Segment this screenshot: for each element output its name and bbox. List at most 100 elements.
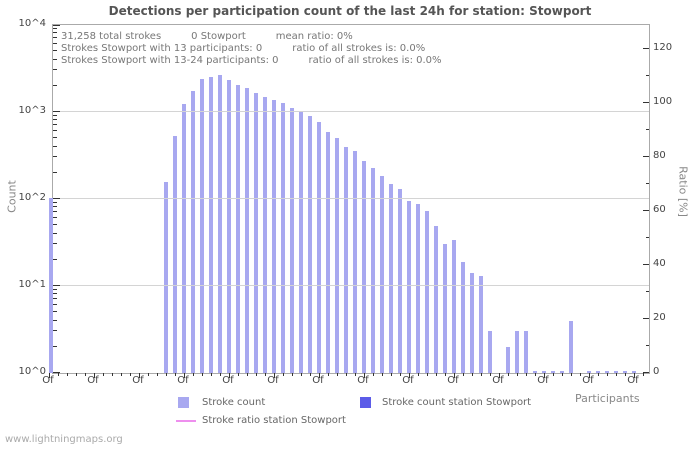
y-axis-tick-label: 10^4 <box>18 18 46 29</box>
stroke-count-bar <box>452 240 456 373</box>
x-axis-tick-label: Of <box>132 375 144 386</box>
y-axis-minor-tick <box>53 172 57 173</box>
stroke-count-bar <box>614 371 618 373</box>
stroke-count-bar <box>398 189 402 373</box>
x-axis-minor-tick <box>310 373 311 376</box>
x-axis-minor-tick <box>58 373 59 376</box>
x-axis-minor-tick <box>517 373 518 376</box>
y-axis-minor-tick <box>53 137 57 138</box>
x-axis-minor-tick <box>382 373 383 376</box>
stroke-count-bar <box>569 321 573 373</box>
plot-area: 31,258 total strokes 0 Stowport mean ratio… <box>49 24 650 378</box>
stroke-count-bar <box>515 331 519 373</box>
x-axis-major-tick <box>49 373 50 378</box>
y-axis-minor-tick <box>53 28 57 29</box>
y-axis-tick-label: 10^2 <box>18 192 46 203</box>
stroke-count-bar <box>281 103 285 373</box>
x-axis-minor-tick <box>445 373 446 376</box>
stroke-count-bar <box>380 176 384 373</box>
y-axis-minor-tick <box>53 298 57 299</box>
ratio-axis-tick <box>646 345 649 346</box>
y-axis-tick-label: 10^1 <box>18 279 46 290</box>
stroke-count-bar <box>425 211 429 373</box>
stroke-count-bar <box>524 331 528 373</box>
x-axis-tick-label: Of <box>312 375 324 386</box>
x-axis-tick-label: Of <box>267 375 279 386</box>
x-axis-minor-tick <box>562 373 563 376</box>
stroke-count-bar <box>317 122 321 373</box>
x-axis-tick-label: Of <box>42 375 54 386</box>
stroke-count-bar <box>218 75 222 373</box>
x-axis-minor-tick <box>67 373 68 376</box>
x-axis-minor-tick <box>463 373 464 376</box>
y-axis-major-tick <box>53 25 60 26</box>
annotation-line: 31,258 total strokes 0 Stowport mean ratio… <box>61 31 442 43</box>
x-axis-minor-tick <box>202 373 203 376</box>
x-axis-minor-tick <box>535 373 536 376</box>
x-axis-minor-tick <box>85 373 86 376</box>
y-axis-minor-tick <box>53 346 57 347</box>
stroke-count-bar <box>605 371 609 373</box>
stroke-count-bar <box>308 116 312 373</box>
y-axis-minor-tick <box>53 293 57 294</box>
stroke-count-bar <box>182 104 186 373</box>
annotation-segment: Strokes Stowport with 13 participants: 0 <box>61 43 263 54</box>
watermark-link[interactable]: www.lightningmaps.org <box>5 434 123 445</box>
y-axis-tick-label: 10^3 <box>18 105 46 116</box>
stroke-count-bar <box>209 77 213 373</box>
ratio-axis-tick <box>643 318 649 319</box>
x-axis-minor-tick <box>607 373 608 376</box>
x-axis-minor-tick <box>400 373 401 376</box>
y-axis-major-tick <box>53 372 60 373</box>
ratio-axis-tick-label: 120 <box>653 42 673 53</box>
stroke-count-bar <box>434 226 438 373</box>
annotation-segment: ratio of all strokes is: 0.0% <box>292 43 426 54</box>
x-axis-tick-label: Of <box>222 375 234 386</box>
y-axis-minor-tick <box>53 243 57 244</box>
x-axis-major-tick <box>454 373 455 378</box>
x-axis-minor-tick <box>130 373 131 376</box>
y-axis-major-tick <box>53 198 60 199</box>
x-axis-minor-tick <box>571 373 572 376</box>
x-axis-major-tick <box>499 373 500 378</box>
x-axis-minor-tick <box>112 373 113 376</box>
x-axis-tick-label: Of <box>177 375 189 386</box>
stroke-count-bar <box>587 371 591 373</box>
stroke-count-bar <box>506 347 510 373</box>
x-axis-minor-tick <box>355 373 356 376</box>
stroke-count-bar <box>227 80 231 373</box>
y-axis-minor-tick <box>53 43 57 44</box>
annotation-segment: mean ratio: 0% <box>275 31 353 42</box>
ratio-axis-tick <box>643 210 649 211</box>
x-axis-minor-tick <box>175 373 176 376</box>
x-axis-minor-tick <box>292 373 293 376</box>
stroke-count-bar <box>596 371 600 373</box>
ratio-axis-tick <box>643 372 649 373</box>
annotation-segment: Strokes Stowport with 13-24 participants… <box>61 55 279 66</box>
chart-title: Detections per participation count of th… <box>108 4 592 18</box>
x-axis-minor-tick <box>436 373 437 376</box>
x-axis-tick-label: Of <box>492 375 504 386</box>
y-axis-minor-tick <box>53 124 57 125</box>
x-axis-minor-tick <box>481 373 482 376</box>
x-axis-minor-tick <box>427 373 428 376</box>
x-axis-major-tick <box>184 373 185 378</box>
x-axis-minor-tick <box>220 373 221 376</box>
x-axis-major-tick <box>589 373 590 378</box>
x-axis-minor-tick <box>625 373 626 376</box>
gridline <box>53 111 649 112</box>
stroke-count-bar <box>173 136 177 373</box>
x-axis-minor-tick <box>580 373 581 376</box>
y-axis-minor-tick <box>53 119 57 120</box>
stroke-count-bar <box>263 97 267 373</box>
annotation-block: 31,258 total strokes 0 Stowport mean ratio… <box>61 31 442 67</box>
stroke-count-bar <box>254 93 258 373</box>
legend-label: Stroke count <box>202 397 266 408</box>
annotation-line: Strokes Stowport with 13-24 participants… <box>61 55 442 67</box>
x-axis-major-tick <box>319 373 320 378</box>
ratio-axis-tick <box>643 102 649 103</box>
stroke-count-bar <box>389 184 393 373</box>
ratio-axis-tick-label: 40 <box>653 258 666 269</box>
x-axis-major-tick <box>139 373 140 378</box>
stroke-count-bar <box>443 244 447 373</box>
